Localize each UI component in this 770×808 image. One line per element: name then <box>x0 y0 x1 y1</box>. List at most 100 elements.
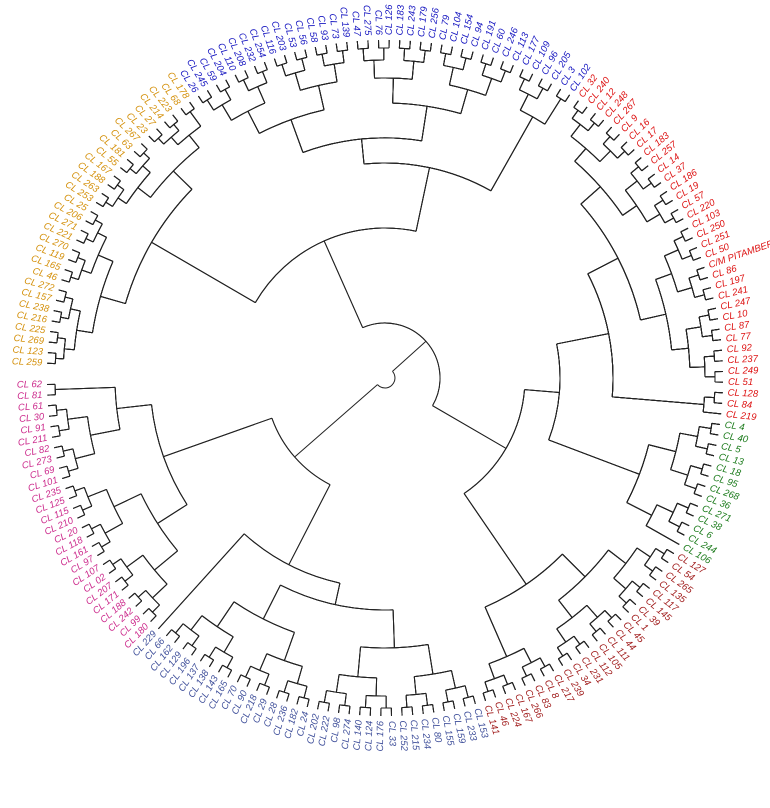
branch-arc <box>92 223 103 243</box>
branch-edge <box>335 43 338 52</box>
branch-arc <box>66 466 71 477</box>
leaf-label: CL 98 <box>329 716 343 743</box>
branch-edge <box>645 525 680 545</box>
branch-edge <box>200 654 206 662</box>
branch-edge <box>262 584 281 620</box>
branch-arc <box>77 260 86 280</box>
branch-arc <box>580 203 641 321</box>
leaf-label: CL 140 <box>352 719 365 751</box>
branch-edge <box>191 648 197 656</box>
branch-edge <box>373 60 376 79</box>
leaf-label: CL 4 <box>724 420 745 434</box>
branch-edge <box>607 620 614 628</box>
branch-edge <box>48 404 57 407</box>
branch-edge <box>670 469 688 476</box>
branch-edge <box>76 239 84 244</box>
branch-edge <box>151 241 256 304</box>
branch-edge <box>608 549 627 564</box>
branch-edge <box>655 273 672 280</box>
branch-arc <box>624 189 648 223</box>
branch-edge <box>236 674 242 683</box>
branch-edge <box>536 88 544 100</box>
branch-edge <box>80 229 89 235</box>
branch-edge <box>246 679 251 687</box>
branch-edge <box>344 693 347 706</box>
leaf-label: CL 76 <box>372 10 383 36</box>
branch-edge <box>711 422 720 425</box>
branch-edge <box>681 254 692 260</box>
branch-edge <box>126 159 134 165</box>
branch-edge <box>626 502 652 516</box>
branch-arc <box>649 566 657 576</box>
branch-edge <box>359 707 361 716</box>
branch-edge <box>224 89 232 101</box>
branch-arc <box>680 231 686 242</box>
branch-edge <box>502 686 507 694</box>
branch-edge <box>445 690 449 703</box>
branch-arc <box>571 118 589 132</box>
branch-edge <box>90 211 99 216</box>
branch-edge <box>62 475 71 479</box>
branch-edge <box>216 601 235 627</box>
branch-arc <box>102 197 109 207</box>
branch-edge <box>392 78 394 104</box>
branch-arc <box>54 353 57 364</box>
branch-arc <box>126 164 134 173</box>
branch-edge <box>574 148 587 162</box>
branch-edge <box>72 249 80 254</box>
branch-edge <box>87 488 107 498</box>
leaf-label: CL 61 <box>18 401 44 414</box>
branch-edge <box>615 613 622 621</box>
branch-arc <box>698 316 703 337</box>
branch-edge <box>644 564 653 572</box>
branch-arc <box>484 674 505 683</box>
branch-edge <box>64 269 73 273</box>
branch-edge <box>113 493 142 508</box>
branch-arc <box>109 559 117 569</box>
branch-arc <box>99 524 111 543</box>
branch-arc <box>202 96 212 104</box>
branch-edge <box>590 113 596 121</box>
branch-edge <box>314 47 318 56</box>
branch-arc <box>613 547 638 579</box>
branch-edge <box>697 483 706 487</box>
branch-edge <box>348 706 351 715</box>
branch-edge <box>571 110 579 119</box>
branch-edge <box>70 276 79 281</box>
branch-edge <box>273 58 278 67</box>
leaf-label: CL 92 <box>726 342 753 355</box>
branch-edge <box>137 187 151 198</box>
branch-edge <box>133 151 141 158</box>
branch-edge <box>587 257 619 275</box>
branch-edge <box>117 197 127 204</box>
branch-arc <box>139 148 148 158</box>
branch-edge <box>70 308 81 312</box>
branch-arc <box>480 61 491 66</box>
branch-arc <box>233 601 295 633</box>
branch-edge <box>317 701 320 710</box>
branch-arc <box>713 350 716 362</box>
branch-arc <box>664 255 679 293</box>
branch-edge <box>323 690 327 703</box>
branch-edge <box>57 337 66 340</box>
branch-edge <box>242 79 250 91</box>
branch-edge <box>107 184 115 190</box>
branch-edge <box>409 40 411 49</box>
branch-edge <box>120 167 128 173</box>
branch-edge <box>135 600 143 607</box>
branch-edge <box>599 627 606 635</box>
branch-edge <box>703 463 712 467</box>
branch-arc <box>659 195 667 205</box>
branch-edge <box>173 124 180 131</box>
branch-edge <box>301 58 306 71</box>
branch-edge <box>101 541 111 548</box>
branch-arc <box>713 392 716 403</box>
branch-arc <box>443 64 464 71</box>
branch-edge <box>190 615 203 631</box>
leaf-label: CL 33 <box>386 721 397 747</box>
branch-edge <box>648 444 676 453</box>
branch-arc <box>519 76 530 82</box>
branch-arc <box>392 102 461 115</box>
branch-edge <box>575 647 581 655</box>
